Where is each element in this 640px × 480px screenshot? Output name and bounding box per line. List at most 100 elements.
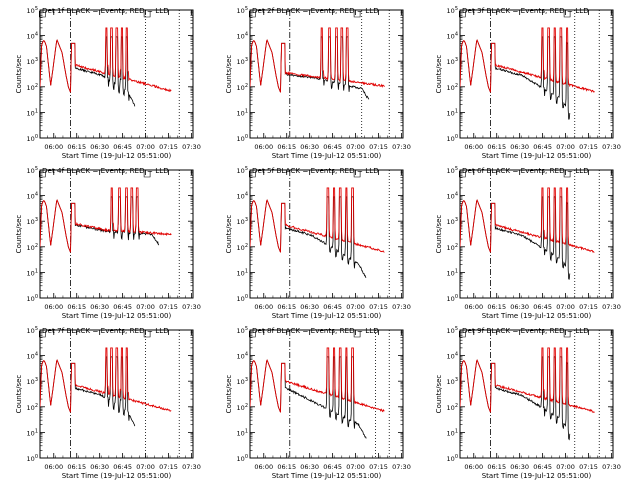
- y-tick-label: 103: [447, 377, 458, 386]
- panel-title: Det 7f BLACK = Events, RED = LLD: [42, 326, 169, 335]
- y-tick-label: 103: [237, 57, 248, 66]
- y-axis-label: Counts/sec: [225, 215, 233, 254]
- x-tick-label: 06:45: [323, 143, 342, 151]
- y-tick-label: 102: [27, 243, 38, 252]
- x-tick-label: 07:15: [159, 463, 178, 471]
- series-events-black: [250, 196, 367, 278]
- series-lld-red: [250, 27, 385, 93]
- x-tick-label: 06:30: [300, 303, 319, 311]
- x-tick-label: 07:15: [369, 463, 388, 471]
- y-tick-label: 104: [237, 352, 248, 361]
- x-tick-label: 06:15: [67, 463, 86, 471]
- detector-panel-3: 100 101 102 103 104 105 06:00 06:15 06:30 06:45 07…: [435, 6, 621, 160]
- bracket-glyph: [353, 11, 361, 18]
- x-tick-label: 07:30: [182, 303, 201, 311]
- x-tick-label: 06:00: [464, 143, 483, 151]
- y-tick-label: 101: [447, 108, 458, 117]
- y-tick-label: 100: [237, 134, 248, 143]
- x-tick-label: 06:45: [533, 463, 552, 471]
- y-tick-label: 104: [27, 192, 38, 201]
- x-tick-label: 06:30: [90, 463, 109, 471]
- bracket-glyph: [248, 331, 256, 338]
- x-tick-label: 06:15: [67, 303, 86, 311]
- y-tick-label: 101: [27, 108, 38, 117]
- y-tick-label: 101: [237, 108, 248, 117]
- y-tick-label: 104: [237, 192, 248, 201]
- series-lld-red: [40, 187, 172, 253]
- y-tick-label: 105: [27, 326, 38, 335]
- x-tick-label: 06:45: [113, 463, 132, 471]
- bracket-glyph: [353, 171, 361, 178]
- y-tick-label: 102: [237, 403, 248, 412]
- bracket-glyph: [563, 171, 571, 178]
- detector-panel-6: 100 101 102 103 104 105 06:00 06:15 06:30 06:45 07…: [435, 166, 621, 320]
- y-tick-label: 100: [27, 294, 38, 303]
- x-axis-label: Start Time (19-Jul-12 05:51:00): [482, 472, 592, 480]
- y-tick-label: 100: [27, 134, 38, 143]
- y-tick-label: 105: [237, 6, 248, 15]
- y-tick-label: 103: [27, 217, 38, 226]
- y-tick-label: 100: [447, 454, 458, 463]
- y-tick-label: 102: [27, 403, 38, 412]
- x-tick-label: 07:30: [182, 143, 201, 151]
- bracket-glyph: [563, 11, 571, 18]
- x-tick-label: 06:30: [510, 303, 529, 311]
- x-tick-label: 07:30: [602, 463, 621, 471]
- x-tick-label: 07:30: [602, 303, 621, 311]
- y-tick-label: 104: [447, 32, 458, 41]
- detector-panel-2: 100 101 102 103 104 105 06:00 06:15 06:30 06:45 07…: [225, 6, 411, 160]
- bracket-glyph: [143, 171, 151, 178]
- detector-panel-5: 100 101 102 103 104 105 06:00 06:15 06:30 06:45 07…: [225, 166, 411, 320]
- x-tick-label: 06:00: [44, 143, 63, 151]
- x-tick-label: 06:00: [44, 463, 63, 471]
- panel-title: Det 2f BLACK = Events, RED = LLD: [252, 6, 379, 15]
- x-tick-label: 07:15: [369, 143, 388, 151]
- bracket-glyph: [38, 331, 46, 338]
- x-tick-label: 06:00: [254, 143, 273, 151]
- x-tick-label: 06:45: [323, 463, 342, 471]
- x-axis-label: Start Time (19-Jul-12 05:51:00): [62, 152, 172, 160]
- y-tick-label: 101: [237, 268, 248, 277]
- y-tick-label: 100: [237, 294, 248, 303]
- x-tick-label: 07:00: [346, 303, 365, 311]
- x-axis-label: Start Time (19-Jul-12 05:51:00): [272, 152, 382, 160]
- y-tick-label: 101: [27, 428, 38, 437]
- detector-panel-8: 100 101 102 103 104 105 06:00 06:15 06:30 06:45 07…: [225, 326, 411, 480]
- bracket-glyph: [38, 171, 46, 178]
- x-tick-label: 06:15: [487, 303, 506, 311]
- x-tick-label: 06:00: [464, 303, 483, 311]
- x-tick-label: 06:30: [90, 143, 109, 151]
- y-axis-label: Counts/sec: [15, 375, 23, 414]
- y-tick-label: 100: [237, 454, 248, 463]
- series-lld-red: [460, 27, 595, 93]
- x-tick-label: 07:15: [159, 303, 178, 311]
- x-tick-label: 07:00: [556, 463, 575, 471]
- y-tick-label: 105: [447, 166, 458, 175]
- y-axis-label: Counts/sec: [225, 55, 233, 94]
- y-axis-label: Counts/sec: [435, 55, 443, 94]
- x-tick-label: 07:00: [346, 143, 365, 151]
- panel-title: Det 9f BLACK = Events, RED = LLD: [462, 326, 589, 335]
- series-lld-red: [40, 27, 172, 93]
- y-axis-label: Counts/sec: [435, 375, 443, 414]
- bracket-glyph: [143, 331, 151, 338]
- y-tick-label: 101: [447, 428, 458, 437]
- x-tick-label: 07:00: [346, 463, 365, 471]
- y-tick-label: 102: [447, 83, 458, 92]
- bracket-glyph: [458, 11, 466, 18]
- y-tick-label: 103: [447, 57, 458, 66]
- y-tick-label: 103: [447, 217, 458, 226]
- y-tick-label: 104: [237, 32, 248, 41]
- x-tick-label: 07:30: [392, 143, 411, 151]
- panel-title: Det 5f BLACK = Events, RED = LLD: [252, 166, 379, 175]
- x-tick-label: 06:15: [277, 143, 296, 151]
- x-axis-label: Start Time (19-Jul-12 05:51:00): [272, 472, 382, 480]
- x-tick-label: 06:15: [487, 143, 506, 151]
- series-lld-red: [40, 347, 172, 413]
- x-tick-label: 07:00: [556, 303, 575, 311]
- x-axis-label: Start Time (19-Jul-12 05:51:00): [482, 312, 592, 320]
- x-tick-label: 07:00: [136, 143, 155, 151]
- bracket-glyph: [38, 11, 46, 18]
- y-tick-label: 104: [447, 192, 458, 201]
- x-tick-label: 06:45: [113, 143, 132, 151]
